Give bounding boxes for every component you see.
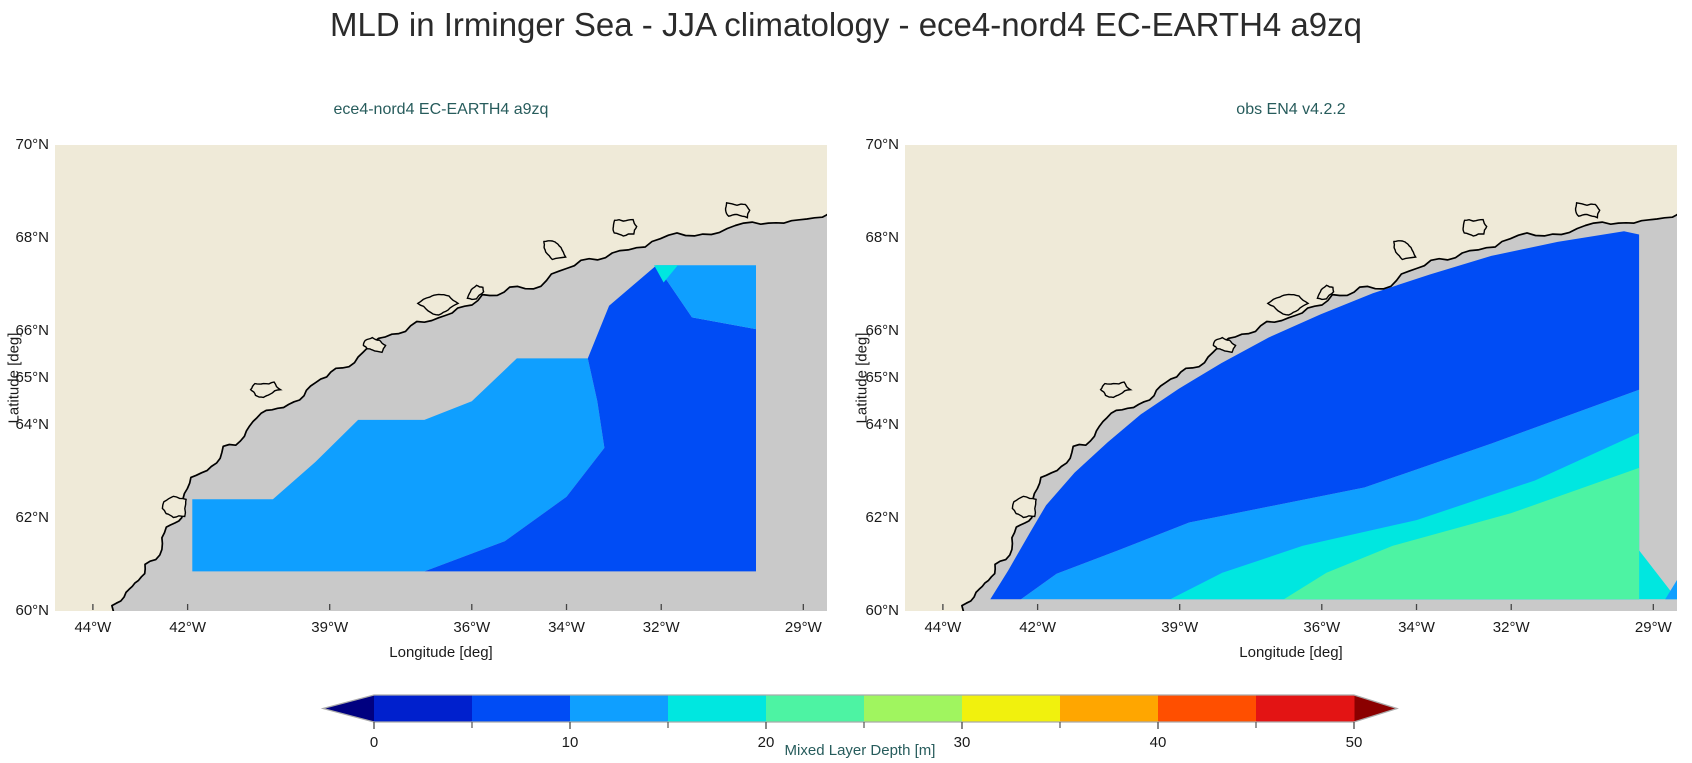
colorbar-tick-label: 20 — [758, 734, 775, 751]
island — [1011, 495, 1037, 519]
mld-region-20-25m — [1283, 467, 1640, 600]
island — [249, 381, 283, 399]
y-tick-label: 66°N — [865, 322, 899, 340]
island — [1316, 284, 1335, 301]
colorbar-segment-5-10 — [472, 695, 571, 722]
island — [724, 201, 751, 219]
colorbar-tick-label: 10 — [562, 734, 579, 751]
coastline — [111, 213, 827, 611]
x-tick-label: 36°W — [453, 619, 491, 636]
y-tick-label: 68°N — [15, 229, 49, 247]
y-tick-label: 70°N — [865, 136, 899, 153]
obs-x-axis-label: Longitude [deg] — [1239, 644, 1343, 661]
x-tick-label: 36°W — [1303, 619, 1341, 636]
island — [1212, 336, 1237, 354]
colorbar-over-arrow — [1354, 695, 1397, 722]
colorbar-segment-45-50 — [1256, 695, 1355, 722]
y-tick-label: 60°N — [865, 602, 899, 619]
colorbar-segment-40-45 — [1158, 695, 1257, 722]
colorbar-segment-15-20 — [668, 695, 767, 722]
colorbar-segment-25-30 — [864, 695, 963, 722]
colorbar-segment-35-40 — [1060, 695, 1159, 722]
y-tick-label: 70°N — [15, 136, 49, 153]
x-tick-label: 29°W — [1634, 619, 1672, 636]
colorbar-segment-10-15 — [570, 695, 669, 722]
island — [416, 293, 460, 316]
y-tick-label: 64°N — [15, 415, 49, 433]
greenland-land — [905, 145, 1677, 611]
mld-region-10-15m — [656, 265, 756, 330]
colorbar-tick-label: 50 — [1346, 734, 1363, 751]
colorbar-tick-label: 0 — [370, 734, 378, 751]
mld-region-15-20m — [654, 265, 678, 283]
mld-region-5-10m — [424, 265, 756, 572]
model-map — [55, 145, 827, 611]
x-tick-label: 39°W — [1161, 619, 1199, 636]
mld-region-5-10m — [990, 231, 1640, 600]
x-tick-label: 42°W — [1019, 619, 1057, 636]
x-tick-label: 29°W — [784, 619, 822, 636]
x-tick-label: 32°W — [642, 619, 680, 636]
x-tick-label: 34°W — [1398, 619, 1435, 636]
y-tick-label: 64°N — [865, 415, 899, 433]
coastline — [961, 213, 1677, 611]
x-tick-label: 34°W — [548, 619, 585, 636]
main-title: MLD in Irminger Sea - JJA climatology - … — [330, 6, 1362, 43]
mld-region-10-15m — [1665, 579, 1677, 600]
island — [362, 336, 387, 354]
x-tick-label: 32°W — [1492, 619, 1530, 636]
y-tick-label: 65°N — [865, 369, 899, 386]
colorbar-tick-label: 30 — [954, 734, 971, 751]
y-tick-label: 65°N — [15, 369, 49, 386]
mld-region-10-15m — [192, 358, 605, 572]
y-tick-label: 66°N — [15, 322, 49, 340]
colorbar-label: Mixed Layer Depth [m] — [784, 742, 936, 759]
y-tick-label: 62°N — [865, 508, 899, 526]
colorbar-segment-20-25 — [766, 695, 865, 722]
island — [1462, 218, 1488, 237]
island — [1574, 201, 1601, 219]
model-panel-title: ece4-nord4 EC-EARTH4 a9zq — [333, 101, 549, 118]
obs-panel-title: obs EN4 v4.2.2 — [1236, 101, 1346, 118]
island — [1266, 293, 1310, 316]
model-x-axis-label: Longitude [deg] — [389, 644, 493, 661]
colorbar-segment-0-5 — [374, 695, 473, 722]
colorbar-under-arrow — [323, 695, 374, 722]
island — [612, 218, 638, 237]
x-tick-label: 42°W — [169, 619, 207, 636]
island — [543, 240, 567, 261]
island — [1099, 381, 1133, 399]
x-tick-label: 39°W — [311, 619, 349, 636]
y-tick-label: 60°N — [15, 602, 49, 619]
x-tick-label: 44°W — [74, 619, 112, 636]
x-tick-label: 44°W — [924, 619, 962, 636]
y-tick-label: 68°N — [865, 229, 899, 247]
island — [161, 495, 187, 519]
greenland-land — [55, 145, 827, 611]
island — [1393, 240, 1417, 261]
colorbar: 0 10 20 30 40 50 — [320, 694, 1400, 751]
colorbar-tick-label: 40 — [1150, 734, 1167, 751]
colorbar-segment-30-35 — [962, 695, 1061, 722]
island — [466, 284, 485, 301]
obs-map — [905, 145, 1677, 611]
y-tick-label: 62°N — [15, 508, 49, 526]
